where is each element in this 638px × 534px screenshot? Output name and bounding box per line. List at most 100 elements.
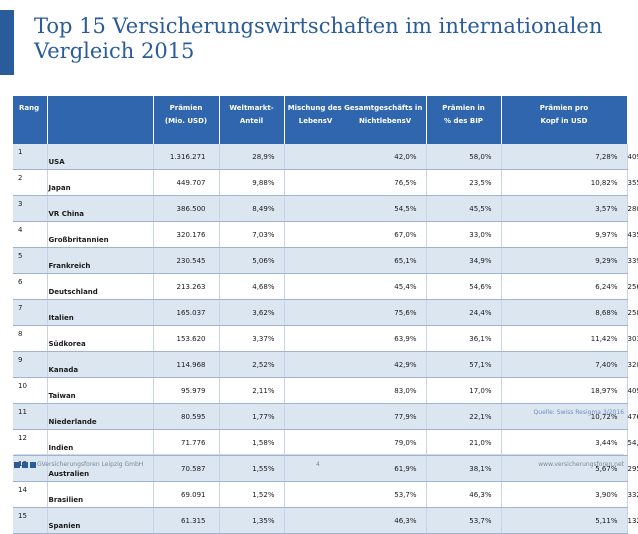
cell-share: 1,52% — [219, 481, 285, 508]
header-premiums: Prämien (Mio. USD) — [153, 96, 220, 144]
cell-life: 45,4% — [284, 273, 427, 300]
source-note: Quelle: Swiss Resigma 3/2016 — [533, 409, 624, 416]
cell-premiums: 70.587 — [153, 455, 220, 482]
page-title: Top 15 Versicherungswirtschaften im inte… — [34, 14, 603, 63]
cell-nonlife: 33,0% — [426, 221, 502, 248]
table-row: 5 Frankreich 230.545 5,06% 65,1% 34,9% 9,29% 33… — [13, 247, 638, 274]
cell-premiums: 95.979 — [153, 377, 220, 404]
cell-rank: 9 — [13, 351, 48, 378]
cell-gdp: 3,90% — [501, 481, 628, 508]
cell-share: 4,68% — [219, 273, 285, 300]
cell-rank: 2 — [13, 169, 48, 196]
header-gdp-label: Prämien in — [442, 104, 485, 112]
cell-rank: 12 — [13, 429, 48, 456]
cell-gdp: 7,40% — [501, 351, 628, 378]
cell-country: Deutschland — [47, 273, 154, 300]
cell-country: Frankreich — [47, 247, 154, 274]
cell-share: 2,11% — [219, 377, 285, 404]
cell-premiums: 1.316.271 — [153, 144, 220, 170]
cell-life: 54,5% — [284, 195, 427, 222]
ranking-table-container: Rang Prämien (Mio. USD) Weltmarkt- Antei… — [13, 96, 638, 534]
cell-gdp: 7,28% — [501, 144, 628, 170]
cell-country: Kanada — [47, 351, 154, 378]
cell-premiums: 449.707 — [153, 169, 220, 196]
cell-country: Japan — [47, 169, 154, 196]
cell-nonlife: 21,0% — [426, 429, 502, 456]
cell-premiums: 114.968 — [153, 351, 220, 378]
footer-square — [14, 462, 20, 468]
cell-share: 1,58% — [219, 429, 285, 456]
cell-rank: 7 — [13, 299, 48, 326]
table-row: 6 Deutschland 213.263 4,68% 45,4% 54,6% 6,24% 2… — [13, 273, 638, 300]
cell-life: 77,9% — [284, 403, 427, 430]
header-country — [47, 96, 154, 144]
cell-life: 63,9% — [284, 325, 427, 352]
cell-country: Südkorea — [47, 325, 154, 352]
table-row: 4 Großbritannien 320.176 7,03% 67,0% 33,0% 9,9… — [13, 221, 638, 248]
cell-rank: 15 — [13, 507, 48, 534]
cell-gdp: 5,67% — [501, 455, 628, 482]
cell-gdp: 3,57% — [501, 195, 628, 222]
table-row: 8Südkorea153.6203,37%63,9%36,1%11,42%303… — [13, 325, 638, 352]
ranking-table: Rang Prämien (Mio. USD) Weltmarkt- Antei… — [13, 96, 638, 534]
cell-country: Brasilien — [47, 481, 154, 508]
cell-premiums: 213.263 — [153, 273, 220, 300]
cell-country: Australien — [47, 455, 154, 482]
cell-gdp: 18,97% — [501, 377, 628, 404]
cell-nonlife: 53,7% — [426, 507, 502, 534]
cell-gdp: 6,24% — [501, 273, 628, 300]
cell-premiums: 69.091 — [153, 481, 220, 508]
header-premiums-label: Prämien — [169, 104, 203, 112]
header-per-capita-label-2: Kopf in USD — [540, 117, 588, 125]
table-row: 13Australien70.5871,55%61,9%38,1%5,67%29… — [13, 455, 638, 482]
header-mix: Mischung des Gesamtgeschäfts in LebensV … — [284, 96, 427, 144]
cell-nonlife: 58,0% — [426, 144, 502, 170]
cell-rank: 1 — [13, 144, 48, 170]
cell-life: 67,0% — [284, 221, 427, 248]
cell-premiums: 80.595 — [153, 403, 220, 430]
cell-share: 3,37% — [219, 325, 285, 352]
cell-country: VR China — [47, 195, 154, 222]
cell-life: 61,9% — [284, 455, 427, 482]
header-nonlife: NichtlebensV — [358, 117, 412, 125]
table-row: 10Taiwan95.9792,11%83,0%17,0%18,97%4094,… — [13, 377, 638, 404]
cell-share: 28,9% — [219, 144, 285, 170]
cell-country: Niederlande — [47, 403, 154, 430]
header-rang: Rang — [13, 96, 48, 144]
cell-premiums: 320.176 — [153, 221, 220, 248]
cell-nonlife: 46,3% — [426, 481, 502, 508]
cell-rank: 10 — [13, 377, 48, 404]
header-per-capita: Prämien pro Kopf in USD — [501, 96, 628, 144]
cell-rank: 13 — [13, 455, 48, 482]
cell-gdp: 9,29% — [501, 247, 628, 274]
cell-share: 3,62% — [219, 299, 285, 326]
cell-share: 5,06% — [219, 247, 285, 274]
header-gdp-label-2: % des BIP — [444, 117, 483, 125]
footer-logo — [14, 462, 36, 468]
cell-rank: 4 — [13, 221, 48, 248]
table-header-row: Rang Prämien (Mio. USD) Weltmarkt- Antei… — [13, 96, 628, 144]
cell-rank: 8 — [13, 325, 48, 352]
header-share: Weltmarkt- Anteil — [219, 96, 285, 144]
footer-website[interactable]: www.versicherungsforen.net — [538, 461, 624, 468]
cell-nonlife: 45,5% — [426, 195, 502, 222]
cell-premiums: 71.776 — [153, 429, 220, 456]
footer-company: GVersicherungsforen Leipzig GmbH — [37, 461, 144, 468]
cell-share: 2,52% — [219, 351, 285, 378]
cell-premiums: 153.620 — [153, 325, 220, 352]
table-body: 1USA1.316.27128,9%42,0%58,0%7,28%4095,82… — [13, 144, 638, 534]
cell-nonlife: 36,1% — [426, 325, 502, 352]
cell-rank: 11 — [13, 403, 48, 430]
cell-life: 76,5% — [284, 169, 427, 196]
cell-nonlife: 22,1% — [426, 403, 502, 430]
cell-share: 1,35% — [219, 507, 285, 534]
header-premiums-unit: (Mio. USD) — [164, 117, 208, 125]
cell-nonlife: 54,6% — [426, 273, 502, 300]
page-number: 4 — [316, 461, 320, 468]
header-mix-label: Mischung des Gesamtgeschäfts in — [287, 104, 423, 112]
header-mix-sub: LebensV NichtlebensV — [286, 115, 425, 128]
table-row: 3VR China386.5008,49%54,5%45,5%3,57%280,… — [13, 195, 638, 222]
